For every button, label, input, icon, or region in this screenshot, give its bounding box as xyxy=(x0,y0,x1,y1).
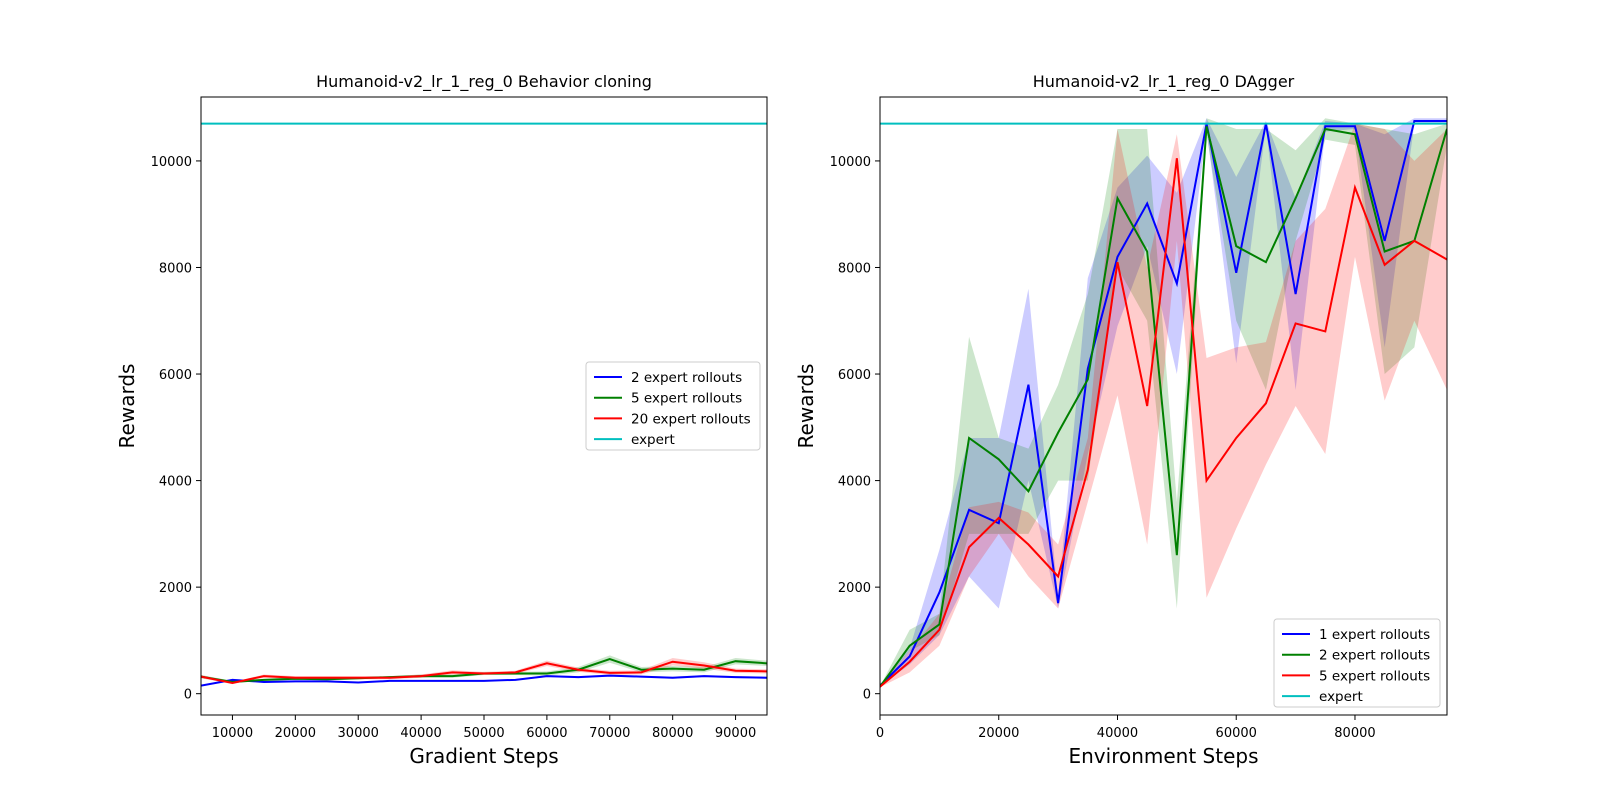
x-tick-label: 80000 xyxy=(1334,726,1375,741)
series-line-2 xyxy=(880,126,1447,688)
legend-label: 5 expert rollouts xyxy=(1319,668,1430,684)
series-band-2 xyxy=(201,655,767,684)
x-tick-label: 80000 xyxy=(652,726,693,741)
legend-label: expert xyxy=(631,432,675,448)
x-tick-label: 50000 xyxy=(463,726,504,741)
x-axis-label: Gradient Steps xyxy=(409,744,558,768)
chart-panel-2: 0 20000 40000 60000 80000 0 2000 4000 6000 8000 10… xyxy=(794,72,1448,768)
y-tick-label: 8000 xyxy=(159,261,192,276)
legend-box xyxy=(585,361,761,451)
x-axis-label: Environment Steps xyxy=(1068,744,1258,768)
y-tick-label: 0 xyxy=(184,688,192,703)
x-tick-label: 70000 xyxy=(589,726,630,741)
legend-box xyxy=(1273,618,1441,708)
series-line-1 xyxy=(201,674,767,687)
chart-panel-1: 10000 20000 30000 40000 50000 60000 70000 80000… xyxy=(115,72,768,768)
x-tick-label: 90000 xyxy=(715,726,756,741)
x-tick-label: 30000 xyxy=(338,726,379,741)
y-tick-label: 8000 xyxy=(838,261,871,276)
y-axis-label: Rewards xyxy=(115,364,139,449)
legend: 1 expert rollouts 2 expert rollouts 5 expe… xyxy=(1273,618,1441,708)
y-tick-label: 10000 xyxy=(830,155,871,170)
x-tick-label: 0 xyxy=(876,726,884,741)
y-tick-label: 10000 xyxy=(151,155,192,170)
legend: 2 expert rollouts 5 expert rollouts 20 exp… xyxy=(585,361,761,451)
series-line-3 xyxy=(201,660,767,685)
y-tick-label: 2000 xyxy=(159,581,192,596)
legend-label: 2 expert rollouts xyxy=(631,370,742,386)
y-tick-label: 6000 xyxy=(159,368,192,383)
series-line-1 xyxy=(880,119,1447,687)
legend-label: 20 expert rollouts xyxy=(631,411,751,427)
x-tick-label: 40000 xyxy=(400,726,441,741)
y-tick-label: 0 xyxy=(863,688,871,703)
y-axis-label: Rewards xyxy=(794,364,818,449)
x-tick-label: 60000 xyxy=(526,726,567,741)
legend-label: 5 expert rollouts xyxy=(631,391,742,407)
x-tick-label: 20000 xyxy=(275,726,316,741)
y-tick-label: 4000 xyxy=(838,475,871,490)
legend-label: expert xyxy=(1319,689,1363,705)
chart-title: Humanoid-v2_lr_1_reg_0 Behavior cloning xyxy=(316,72,652,92)
x-tick-label: 60000 xyxy=(1216,726,1257,741)
series-band-1 xyxy=(880,118,1447,687)
plot-area xyxy=(880,118,1447,688)
plot-area xyxy=(201,122,767,687)
x-tick-label: 10000 xyxy=(212,726,253,741)
y-tick-label: 6000 xyxy=(838,368,871,383)
y-tick-label: 2000 xyxy=(838,581,871,596)
series-band-3 xyxy=(880,123,1447,688)
legend-label: 1 expert rollouts xyxy=(1319,627,1430,643)
chart-title: Humanoid-v2_lr_1_reg_0 DAgger xyxy=(1033,72,1295,92)
series-band-2 xyxy=(880,118,1447,688)
y-tick-label: 4000 xyxy=(159,475,192,490)
series-line-3 xyxy=(880,158,1447,688)
x-tick-label: 40000 xyxy=(1097,726,1138,741)
legend-label: 2 expert rollouts xyxy=(1319,648,1430,664)
x-tick-label: 20000 xyxy=(978,726,1019,741)
axes-frame xyxy=(879,96,1448,716)
